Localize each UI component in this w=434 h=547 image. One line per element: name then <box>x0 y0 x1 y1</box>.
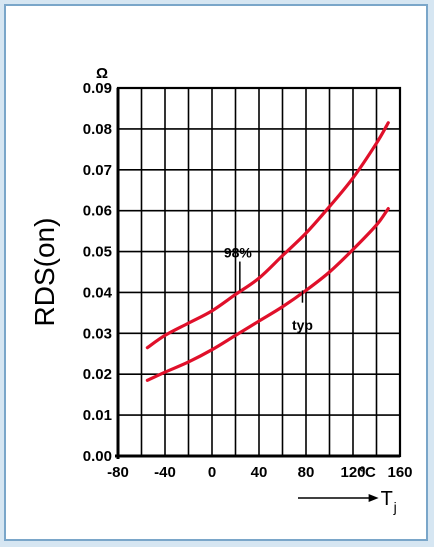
x-unit-label: ºC <box>360 464 376 481</box>
x-tick-label: 160 <box>387 464 412 481</box>
x-tick-label: -80 <box>107 464 129 481</box>
y-tick-label: 0.05 <box>83 244 112 261</box>
x-tick-label: 40 <box>251 464 268 481</box>
x-tick-label: 0 <box>208 464 216 481</box>
annotation-98-label: 98% <box>224 245 253 261</box>
y-tick-label: 0.02 <box>83 366 112 383</box>
annotation-98: 98% <box>224 245 253 291</box>
y-tick-label: 0.01 <box>83 407 112 424</box>
series-group <box>145 121 390 382</box>
x-axis-label: T j <box>298 488 397 515</box>
x-axis-arrow-head <box>368 494 379 502</box>
y-axis-label: RDS(on) <box>29 218 60 327</box>
rds-on-chart: 0.00 0.01 0.02 0.03 0.04 0.05 0.06 0.07 0.08 0.09… <box>29 65 413 515</box>
x-axis-label-main: T <box>381 488 393 510</box>
annotation-typ-label: typ <box>292 317 313 333</box>
y-tick-label: 0.03 <box>83 325 112 342</box>
y-tick-label: 0.09 <box>83 80 112 97</box>
y-tick-label: 0.06 <box>83 203 112 220</box>
axes <box>115 86 402 459</box>
y-unit-label: Ω <box>96 65 108 82</box>
x-tick-label: -40 <box>154 464 176 481</box>
x-tick-label: 80 <box>298 464 315 481</box>
x-axis-label-subscript: j <box>393 499 397 515</box>
grid <box>118 88 400 456</box>
chart-frame: 0.00 0.01 0.02 0.03 0.04 0.05 0.06 0.07 0.08 0.09… <box>4 4 428 541</box>
annotation-typ: typ <box>292 290 313 333</box>
x-tick-label: 120 <box>340 464 365 481</box>
series-98-line <box>145 121 390 350</box>
labels: 0.00 0.01 0.02 0.03 0.04 0.05 0.06 0.07 0.08 0.09… <box>83 80 413 481</box>
y-tick-label: 0.07 <box>83 162 112 179</box>
y-tick-label: 0.00 <box>83 448 112 465</box>
y-tick-label: 0.04 <box>83 284 113 301</box>
series-typ-line <box>145 207 390 382</box>
y-tick-label: 0.08 <box>83 121 112 138</box>
